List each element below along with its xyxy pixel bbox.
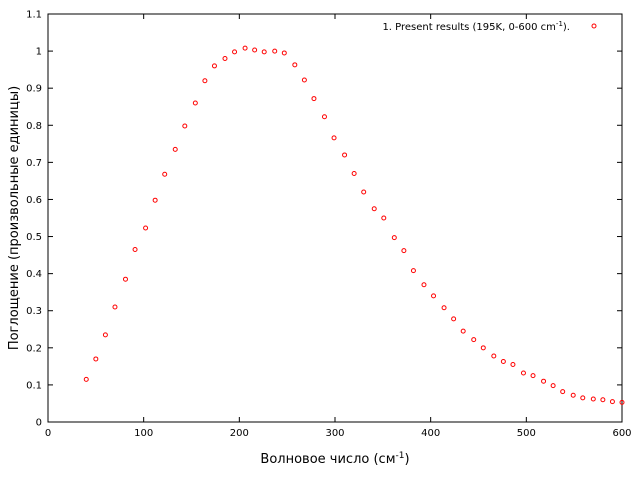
data-point [580, 395, 586, 401]
data-point [619, 399, 625, 405]
data-point [102, 332, 108, 338]
data-point [351, 170, 357, 176]
legend-label: 1. Present results (195K, 0-600 cm-1). [382, 20, 570, 33]
x-axis-ticks: 0 100 200 300 400 500 600 [45, 14, 632, 439]
data-point [480, 345, 486, 351]
data-point [112, 304, 118, 310]
y-tick-label: 0.1 [26, 380, 42, 391]
data-point [93, 356, 99, 362]
data-point [143, 225, 149, 231]
x-tick-label: 600 [612, 428, 631, 439]
data-point [192, 100, 198, 106]
data-point [491, 353, 497, 359]
y-tick-label: 0.9 [26, 84, 42, 95]
data-point [401, 248, 407, 254]
x-axis-label-close: ) [404, 452, 409, 467]
data-point [421, 282, 427, 288]
x-axis-label: Волновое число (см-1) [260, 451, 409, 467]
data-point [211, 63, 217, 69]
data-point [550, 383, 556, 389]
data-point [381, 215, 387, 221]
data-point [410, 268, 416, 274]
data-point [152, 197, 158, 203]
y-axis-label: Поглощение (произвольные единицы) [7, 86, 22, 350]
legend-label-superscript: -1 [556, 20, 563, 28]
data-point [292, 62, 298, 68]
data-point [172, 146, 178, 152]
y-tick-label: 0.5 [26, 232, 42, 243]
legend-marker [591, 23, 597, 29]
data-point [261, 49, 267, 55]
data-point [311, 96, 317, 102]
y-tick-label: 0.4 [26, 269, 42, 280]
data-point [471, 337, 477, 343]
data-point [252, 47, 258, 53]
legend-label-close: ). [563, 22, 570, 33]
data-point [342, 152, 348, 158]
x-tick-label: 500 [517, 428, 536, 439]
plot-frame [47, 13, 623, 423]
data-point [272, 48, 278, 54]
data-point [281, 50, 287, 56]
data-point [222, 56, 228, 62]
data-point [510, 362, 516, 368]
data-point [301, 77, 307, 83]
data-point [451, 316, 457, 322]
x-tick-label: 100 [134, 428, 153, 439]
x-axis-label-superscript: -1 [396, 451, 405, 461]
data-point [242, 45, 248, 51]
x-tick-label: 400 [421, 428, 440, 439]
data-point [441, 305, 447, 311]
legend: 1. Present results (195K, 0-600 cm-1). [382, 20, 597, 33]
x-tick-label: 200 [230, 428, 249, 439]
data-point [202, 78, 208, 84]
data-point [541, 378, 547, 384]
data-points [83, 45, 625, 405]
data-point [520, 370, 526, 376]
y-axis-ticks: 0 0.1 0.2 0.3 0.4 0.5 0.6 0.7 0.8 0.9 1 1.1 [26, 10, 622, 429]
data-point [83, 376, 89, 382]
data-point [232, 49, 238, 55]
data-point [122, 276, 128, 282]
y-tick-label: 0 [36, 418, 42, 429]
y-tick-label: 1 [36, 47, 42, 58]
data-point [431, 293, 437, 299]
data-point [590, 396, 596, 402]
y-tick-label: 0.8 [26, 121, 42, 132]
y-tick-label: 1.1 [26, 10, 42, 21]
data-point [530, 373, 536, 379]
data-point [132, 247, 138, 253]
data-point [182, 123, 188, 129]
data-point [460, 328, 466, 334]
data-point [560, 389, 566, 395]
data-point [162, 171, 168, 177]
data-point [331, 135, 337, 141]
y-tick-label: 0.7 [26, 158, 42, 169]
data-point [600, 397, 606, 403]
y-tick-label: 0.3 [26, 306, 42, 317]
data-point [391, 235, 397, 241]
data-point [361, 189, 367, 195]
y-tick-label: 0.2 [26, 343, 42, 354]
data-point [609, 399, 615, 405]
data-point [500, 359, 506, 365]
data-point [371, 206, 377, 212]
data-point [570, 392, 576, 398]
data-point [321, 114, 327, 120]
x-tick-label: 300 [325, 428, 344, 439]
x-tick-label: 0 [45, 428, 51, 439]
y-tick-label: 0.6 [26, 195, 42, 206]
